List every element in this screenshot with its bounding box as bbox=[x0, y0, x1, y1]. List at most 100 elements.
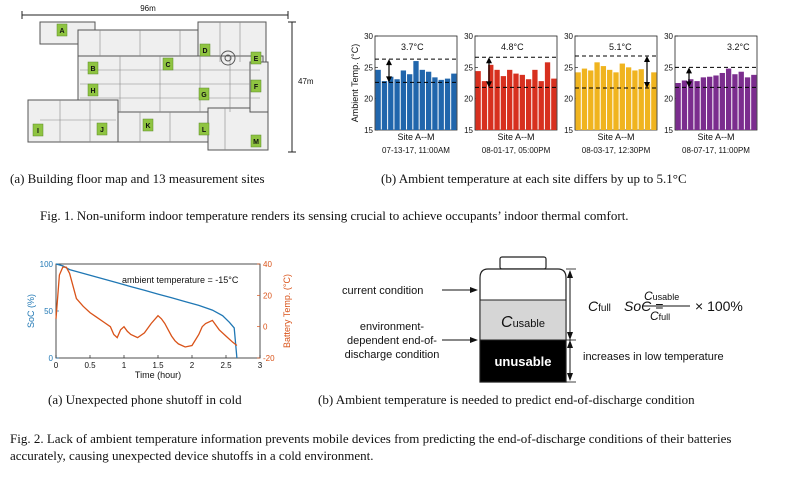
y-right-tick-label: 20 bbox=[263, 291, 272, 300]
bar-chart-2: 15 20 25 30 4.8°C Site A--M 08-01-17, 05:00PM bbox=[464, 32, 558, 155]
chart-annotation: ambient temperature = -15°C bbox=[122, 275, 239, 285]
y-tick-label: 20 bbox=[464, 95, 473, 104]
y-tick-label: 30 bbox=[664, 32, 673, 41]
bar-G bbox=[413, 61, 419, 130]
soc-numerator: Cusable bbox=[644, 289, 679, 303]
bar-F bbox=[407, 74, 413, 130]
bar-B bbox=[581, 68, 588, 130]
series-battery-temp- bbox=[55, 266, 238, 348]
fig2-subcaption-a: (a) Unexpected phone shutoff in cold bbox=[48, 392, 242, 407]
site-label: M bbox=[253, 139, 259, 146]
unusable-label: unusable bbox=[494, 354, 551, 369]
bar-I bbox=[425, 71, 432, 130]
bar-A bbox=[575, 72, 581, 130]
arrow-head-up bbox=[686, 67, 692, 74]
bar-K bbox=[638, 69, 644, 130]
arrow-head-down bbox=[644, 82, 650, 89]
bar-J bbox=[732, 74, 738, 130]
site-marker bbox=[162, 57, 174, 71]
fig2-subcaption-b: (b) Ambient temperature is needed to pre… bbox=[318, 392, 695, 407]
plot-frame bbox=[55, 263, 261, 359]
x-tick-label: 2 bbox=[190, 361, 195, 370]
bar-A bbox=[675, 83, 681, 130]
site-marker bbox=[198, 122, 210, 136]
bar-M bbox=[751, 74, 757, 130]
bar-C bbox=[488, 64, 494, 130]
site-label: H bbox=[90, 88, 95, 95]
end-condition-line-1: environment- bbox=[360, 321, 425, 333]
bar-H bbox=[719, 72, 725, 130]
bar-E bbox=[400, 70, 407, 130]
site-label: E bbox=[254, 56, 259, 63]
end-condition-line-3: discharge condition bbox=[345, 349, 440, 361]
x-tick-label: 2.5 bbox=[220, 361, 232, 370]
x-tick-label: 3 bbox=[258, 361, 263, 370]
x-tick-label: 0.5 bbox=[84, 361, 96, 370]
bar-D bbox=[594, 62, 600, 130]
y-tick-label: 100 bbox=[40, 260, 54, 269]
current-condition-label: current condition bbox=[342, 285, 423, 297]
y-tick-label: 15 bbox=[564, 126, 573, 135]
y-tick-label: 30 bbox=[464, 32, 473, 41]
bar-chart-3: 15 20 25 30 5.1°C Site A--M 08-03-17, 12:30PM bbox=[564, 32, 658, 155]
site-label: K bbox=[145, 123, 150, 130]
site-label: B bbox=[90, 66, 95, 73]
site-marker bbox=[87, 83, 99, 97]
y-axis-label: Ambient Temp. (°C) bbox=[350, 44, 360, 122]
bar-J bbox=[632, 70, 638, 130]
bar-D bbox=[694, 81, 700, 130]
bar-B bbox=[681, 80, 688, 130]
series-soc bbox=[55, 263, 238, 359]
bar-chart-4: 15 20 25 30 3.2°C Site A--M 08-07-17, 11:00PM bbox=[664, 32, 758, 155]
battery-cap bbox=[499, 256, 547, 270]
timestamp-label: 08-07-17, 11:00PM bbox=[682, 146, 750, 155]
site-marker bbox=[250, 51, 262, 65]
arrow-head-down bbox=[486, 81, 492, 88]
soc-rhs: × 100% bbox=[695, 298, 743, 314]
battery-diagram: Cusable unusable current condition envir… bbox=[330, 256, 780, 392]
y-tick-label: 30 bbox=[564, 32, 573, 41]
x-axis-label: Site A--M bbox=[497, 132, 534, 142]
x-tick-label: 0 bbox=[54, 361, 59, 370]
height-label: 47m bbox=[298, 77, 314, 86]
x-tick-label: 1 bbox=[122, 361, 127, 370]
unusable-region bbox=[479, 339, 567, 383]
fig2-line-chart: 0 0.5 1 1.5 2 2.5 3 0 50 100 -20 0 20 40 ambient tempe… bbox=[14, 256, 314, 388]
site-label: I bbox=[37, 128, 39, 135]
timestamp-label: 08-03-17, 12:30PM bbox=[582, 146, 651, 155]
arrow-head-down bbox=[386, 76, 392, 83]
x-axis-label: Site A--M bbox=[597, 132, 634, 142]
c-full-label: Cfull bbox=[588, 298, 611, 314]
bar-D bbox=[494, 69, 500, 130]
site-marker bbox=[142, 118, 154, 132]
bar-M bbox=[551, 78, 557, 130]
increases-label: increases in low temperature bbox=[583, 351, 724, 363]
x-axis-label: Time (hour) bbox=[135, 370, 181, 380]
bar-D bbox=[394, 79, 400, 130]
y-tick-label: 15 bbox=[664, 126, 673, 135]
y-right-axis-label: Battery Temp. (°C) bbox=[282, 274, 292, 348]
site-marker bbox=[250, 79, 262, 93]
site-label: F bbox=[254, 84, 259, 91]
y-tick-label: 20 bbox=[364, 95, 373, 104]
fig1-subcaption-b: (b) Ambient temperature at each site dif… bbox=[381, 171, 687, 186]
range-annotation: 5.1°C bbox=[609, 42, 632, 52]
bar-I bbox=[525, 79, 532, 130]
range-annotation: 3.2°C bbox=[727, 42, 750, 52]
c-usable-label: Cusable bbox=[501, 314, 545, 331]
bar-G bbox=[613, 72, 619, 130]
width-label: 96m bbox=[140, 4, 156, 13]
site-label: J bbox=[100, 127, 104, 134]
timestamp-label: 08-01-17, 05:00PM bbox=[482, 146, 551, 155]
site-marker bbox=[32, 123, 44, 137]
bar-M bbox=[451, 73, 457, 130]
arrow-head-up bbox=[644, 56, 650, 63]
timestamp-label: 07-13-17, 11:00AM bbox=[382, 146, 450, 155]
y-right-tick-label: 40 bbox=[263, 260, 272, 269]
bar-G bbox=[713, 75, 719, 130]
bar-F bbox=[707, 76, 713, 130]
y-tick-label: 25 bbox=[464, 63, 473, 72]
bar-B bbox=[481, 81, 488, 130]
y-right-tick-label: -20 bbox=[263, 354, 275, 363]
site-label: C bbox=[165, 62, 170, 69]
